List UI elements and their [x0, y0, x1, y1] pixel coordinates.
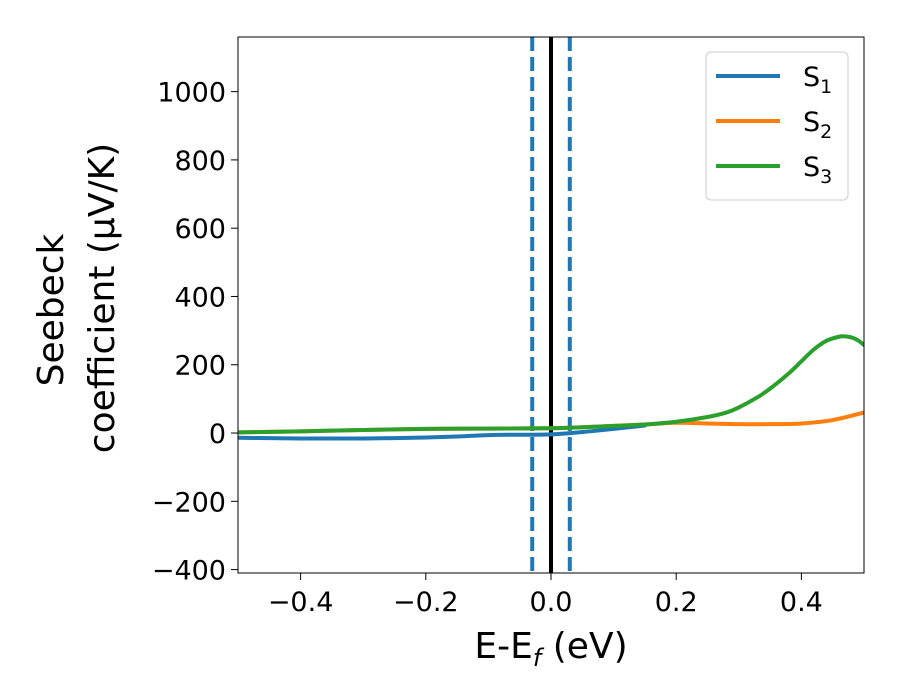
x-axis-label: E-Ef (eV) — [474, 626, 627, 672]
y-tick-label: 400 — [174, 282, 226, 313]
y-tick-label: 200 — [174, 351, 226, 382]
legend-label-s3: S3 — [803, 152, 832, 188]
x-axis: −0.4 −0.2 0.0 0.2 0.4 — [268, 573, 823, 618]
legend-label-s1: S1 — [803, 62, 832, 98]
reference-lines — [530, 37, 572, 573]
y-tick-label: 600 — [174, 214, 226, 245]
x-tick-label: −0.4 — [268, 587, 334, 618]
y-tick-label: −400 — [152, 556, 226, 587]
legend-box — [705, 51, 849, 201]
y-axis-label-line1: Seebeck — [31, 233, 72, 386]
y-tick-label: 1000 — [157, 78, 226, 109]
x-tick-label: 0.2 — [655, 587, 698, 618]
series-line-s1 — [238, 423, 647, 441]
series-lines — [238, 334, 864, 441]
x-tick-label: 0.4 — [780, 587, 823, 618]
y-tick-label: 800 — [174, 146, 226, 177]
y-tick-label: −200 — [152, 487, 226, 518]
y-axis: −400 −200 0 200 400 600 800 1000 — [152, 78, 238, 587]
x-tick-label: −0.2 — [393, 587, 459, 618]
x-tick-label: 0.0 — [530, 587, 573, 618]
y-axis-label-line2: coefficient (μV/K) — [82, 143, 123, 453]
legend: S1 S2 S3 — [705, 51, 849, 201]
legend-label-s2: S2 — [803, 107, 832, 143]
series-line-s3 — [238, 334, 864, 435]
y-tick-label: 0 — [209, 419, 226, 450]
